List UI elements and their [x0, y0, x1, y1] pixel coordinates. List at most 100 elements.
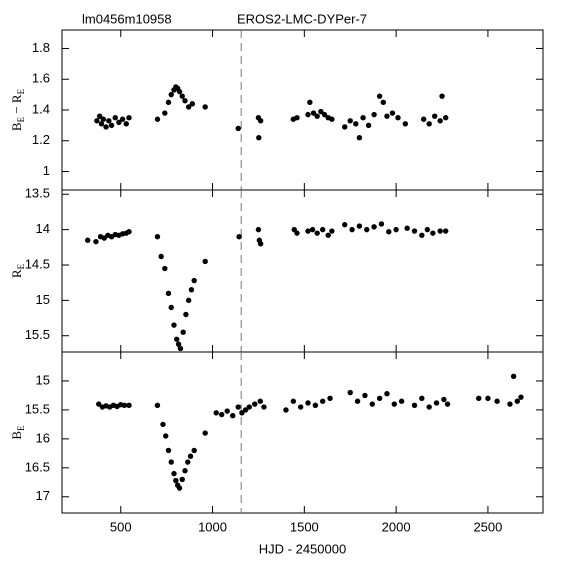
point [369, 401, 375, 407]
point [362, 392, 368, 399]
point [185, 297, 192, 304]
point [433, 400, 440, 406]
point [518, 394, 524, 400]
point [165, 290, 172, 296]
label-part: B [9, 431, 24, 440]
point [444, 401, 451, 407]
point [108, 122, 115, 129]
point [180, 329, 186, 335]
point [112, 114, 118, 121]
point [384, 113, 390, 119]
point [213, 410, 219, 416]
point [305, 111, 311, 118]
point [364, 226, 370, 233]
point [123, 121, 129, 127]
subscript: E [16, 116, 26, 122]
point [116, 119, 122, 126]
point [85, 237, 91, 243]
point [347, 118, 353, 124]
point [325, 232, 331, 238]
point [376, 93, 383, 99]
y-tick-label: 1.8 [32, 40, 50, 55]
point [319, 226, 326, 233]
point [437, 228, 443, 234]
point [310, 110, 317, 116]
point [424, 226, 431, 233]
label-part: R [9, 269, 24, 278]
x-axis-label: HJD - 2450000 [259, 541, 346, 556]
y-tick-label: 1.2 [32, 132, 50, 147]
x-tick-label: 2000 [382, 519, 411, 534]
point [420, 116, 427, 122]
point [437, 118, 443, 124]
point [154, 402, 161, 408]
y-tick-label: 16.5 [25, 459, 50, 474]
point [439, 93, 445, 99]
point [261, 404, 267, 410]
point [380, 99, 386, 106]
point [121, 402, 128, 408]
point [202, 258, 208, 265]
point [171, 470, 177, 477]
y-axis-label: BE [9, 425, 26, 440]
point [202, 104, 208, 110]
point [329, 116, 335, 122]
point [191, 447, 197, 454]
point [314, 113, 320, 119]
point [103, 124, 109, 130]
point [219, 411, 225, 418]
y-tick-label: 15 [36, 372, 50, 387]
plot-frame [61, 189, 544, 353]
point [165, 99, 172, 106]
point [371, 224, 377, 230]
point [283, 407, 289, 413]
point [327, 395, 333, 402]
point [185, 104, 192, 110]
point [376, 395, 383, 402]
point [411, 228, 418, 234]
point [419, 232, 425, 238]
point [442, 228, 449, 234]
label-part: B [9, 122, 24, 131]
point [224, 408, 230, 414]
point [185, 459, 191, 465]
point [100, 116, 107, 122]
y-tick-label: 13.5 [25, 186, 50, 201]
point [171, 322, 177, 328]
point [494, 398, 500, 404]
point [309, 226, 316, 233]
point [98, 121, 105, 127]
point [168, 459, 174, 465]
point [255, 226, 262, 233]
point [356, 223, 363, 229]
point [179, 476, 185, 483]
point [294, 114, 300, 121]
point [378, 221, 385, 227]
point [297, 404, 304, 410]
point [510, 373, 517, 380]
point [189, 101, 196, 107]
x-tick-label: 2500 [473, 519, 502, 534]
point [176, 88, 183, 95]
point [101, 235, 107, 241]
subscript: E [16, 425, 26, 431]
point [485, 395, 491, 402]
point [356, 134, 363, 141]
point [126, 402, 132, 408]
point [94, 118, 100, 124]
point [365, 122, 372, 129]
object-id: lm0456m10958 [82, 11, 172, 26]
point [384, 390, 390, 397]
x-tick-label: 500 [110, 519, 132, 534]
point [191, 277, 197, 284]
point [430, 230, 436, 236]
x-tick-label: 1000 [198, 519, 227, 534]
point [404, 225, 410, 231]
label-part: − R [9, 94, 24, 117]
point [402, 121, 409, 127]
point [246, 404, 252, 410]
point [342, 221, 348, 228]
point [179, 93, 185, 99]
point [321, 111, 328, 118]
point [162, 265, 168, 272]
